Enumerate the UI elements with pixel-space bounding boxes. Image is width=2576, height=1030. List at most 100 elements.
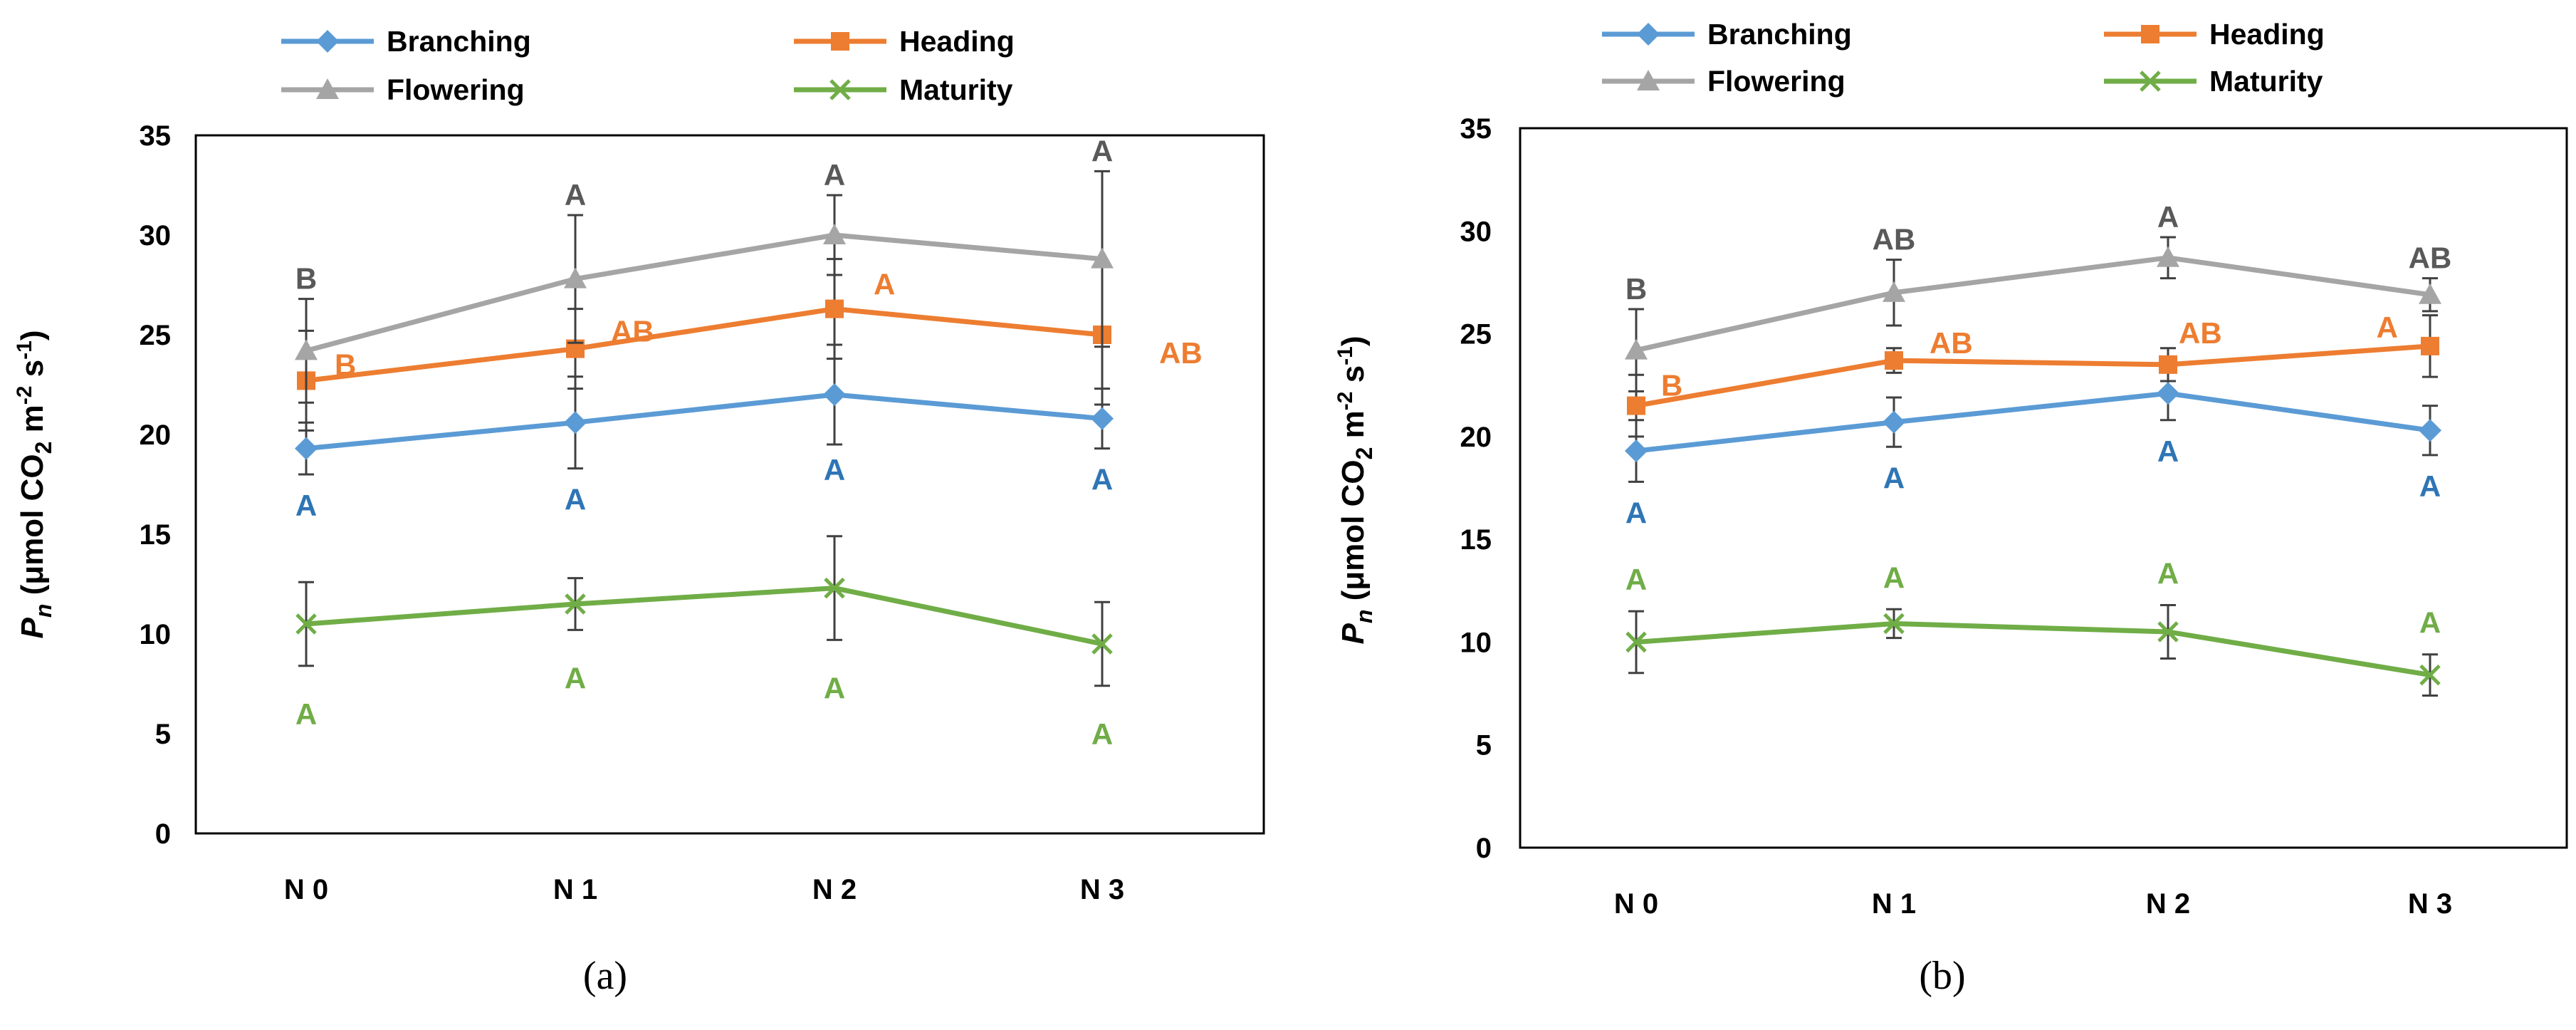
y-axis-label-part: (μmol CO (1336, 459, 1371, 609)
y-axis-label-part: s (15, 360, 50, 386)
y-axis-label-part: -1 (1334, 346, 1357, 365)
legend-marker (1637, 70, 1660, 90)
y-tick-label: 35 (1460, 113, 1492, 145)
y-tick-label: 20 (1460, 422, 1492, 453)
data-point (565, 593, 586, 615)
chart-panel-b: 0 5 10 15 20 25 30 35 N 0 N 1 N 2 N 3 Pn (μmol CO2 m… (1334, 18, 2568, 998)
significance-letter: A (565, 661, 586, 695)
data-point (1625, 631, 1647, 653)
x-tick-label: N 1 (553, 874, 597, 905)
y-axis-label-part: -1 (13, 340, 36, 360)
plot-area (1519, 127, 2568, 849)
significance-letter: AB (2179, 316, 2222, 350)
significance-letter: A (295, 697, 317, 731)
y-axis-label: Pn (μmol CO2 m-2 s-1) (1334, 335, 1377, 644)
data-point (2419, 664, 2441, 686)
data-point-stroke (1091, 633, 1113, 655)
legend: Branching Heading Flowering Maturity (281, 25, 1015, 106)
y-axis-label-part: -2 (13, 386, 36, 405)
legend-item-heading: Heading (2104, 18, 2325, 51)
legend: Branching Heading Flowering Maturity (1602, 18, 2325, 98)
y-axis-label-part: m (1336, 410, 1371, 447)
data-point (1885, 351, 1903, 370)
data-point (1625, 439, 1648, 463)
data-point (2159, 355, 2177, 374)
data-point-stroke (824, 577, 845, 599)
y-axis-label-part: n (31, 604, 56, 618)
y-axis-label: Pn (μmol CO2 m-2 s-1) (13, 330, 56, 638)
x-tick-label: N 2 (812, 874, 857, 905)
data-point (2157, 621, 2179, 643)
data-point (1883, 410, 1905, 434)
data-point (295, 613, 317, 635)
data-point-stroke (2157, 621, 2179, 643)
legend-marker (1637, 23, 1660, 46)
significance-letter: A (2157, 556, 2179, 590)
series-line (305, 306, 1103, 383)
y-tick-label: 35 (140, 120, 172, 152)
data-point (2157, 246, 2179, 267)
y-axis-label-part: (μmol CO (15, 454, 50, 603)
x-tick-label: N 0 (284, 874, 328, 905)
series-line (1635, 343, 2431, 409)
significance-letter: A (2157, 435, 2179, 468)
y-tick-label: 10 (1460, 627, 1492, 658)
plot-area (194, 134, 1265, 835)
y-tick-label: 0 (1476, 833, 1492, 864)
significance-letter: A (1883, 461, 1905, 494)
series-flowering: B A A A (295, 134, 1114, 404)
legend-label: Maturity (899, 73, 1013, 106)
significance-letter: A (1625, 496, 1647, 529)
legend-marker-stroke (2140, 71, 2161, 92)
significance-letter: A (2419, 606, 2441, 640)
significance-letter: AB (611, 315, 654, 348)
series-maturity: A A A A (295, 535, 1113, 751)
significance-letter: B (295, 262, 317, 296)
legend-label: Flowering (1707, 65, 1845, 98)
significance-letter: AB (1873, 223, 1916, 256)
significance-letter: A (1625, 563, 1647, 596)
significance-letter: A (1091, 134, 1113, 167)
legend-marker (2141, 25, 2159, 43)
series-branching: A A A A (1625, 365, 2441, 529)
y-axis-label-part: P (1336, 623, 1371, 645)
significance-letter: AB (1159, 336, 1203, 370)
x-tick-label: N 1 (1872, 888, 1916, 920)
data-point-stroke (1883, 613, 1905, 635)
y-tick-label: 20 (140, 420, 172, 451)
significance-letter: A (874, 268, 895, 301)
y-tick-label: 5 (1476, 730, 1492, 761)
significance-letter: AB (1930, 326, 1973, 360)
y-tick-label: 30 (140, 220, 172, 251)
significance-letter: B (1625, 272, 1647, 306)
data-point (1883, 613, 1905, 635)
data-point (2419, 419, 2441, 442)
legend-marker (316, 78, 339, 99)
significance-letter: A (1091, 463, 1113, 496)
data-point-stroke (565, 593, 586, 615)
y-tick-label: 25 (140, 320, 172, 351)
y-tick-label: 0 (155, 818, 171, 850)
y-tick-label: 15 (140, 519, 172, 551)
x-tick-label: N 2 (2146, 888, 2190, 920)
significance-letter: AB (2409, 241, 2452, 275)
significance-letter: A (1883, 561, 1905, 594)
legend-marker (316, 30, 339, 53)
significance-letter: A (565, 483, 586, 516)
data-point (295, 437, 318, 460)
y-axis-label-part: ) (15, 330, 50, 340)
y-axis-label-part: 2 (1351, 447, 1377, 460)
series-line (1635, 390, 2431, 454)
significance-letter: B (1661, 369, 1682, 402)
significance-letter: B (335, 348, 356, 381)
data-point (1627, 396, 1645, 415)
series-line (305, 232, 1103, 353)
significance-letter: A (565, 178, 586, 212)
data-point (1091, 633, 1113, 655)
x-tick-label: N 0 (1614, 888, 1658, 920)
significance-letter: A (824, 453, 845, 487)
significance-letter: A (824, 158, 845, 192)
panel-caption: (a) (583, 954, 627, 998)
y-axis-label-part: -2 (1334, 392, 1357, 411)
